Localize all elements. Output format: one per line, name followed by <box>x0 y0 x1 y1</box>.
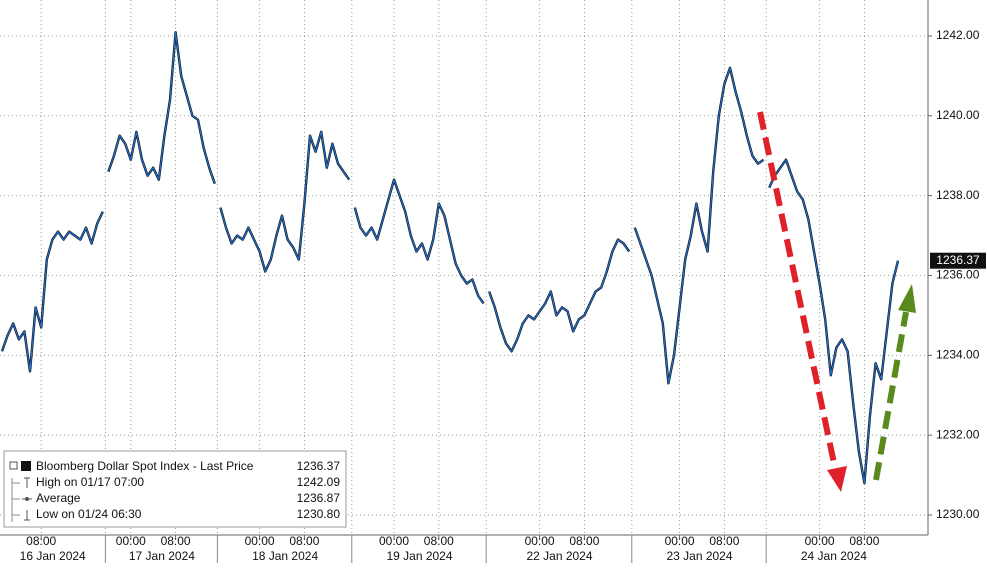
legend-value: 1236.37 <box>297 459 341 473</box>
down-arrow-head <box>827 466 847 492</box>
x-tick-label: 08:00 <box>424 534 454 548</box>
y-tick-label: 1232.00 <box>936 427 980 441</box>
date-label: 24 Jan 2024 <box>801 549 867 563</box>
grid <box>0 0 928 535</box>
x-tick-label: 00:00 <box>245 534 275 548</box>
legend-label: Low on 01/24 06:30 <box>36 507 142 521</box>
x-tick-label: 08:00 <box>709 534 739 548</box>
price-line <box>107 31 216 184</box>
up-arrow-shaft <box>873 311 909 481</box>
legend-swatch <box>21 461 31 471</box>
price-line <box>634 67 764 384</box>
x-tick-label: 00:00 <box>805 534 835 548</box>
lines <box>0 31 900 485</box>
price-line <box>488 239 630 352</box>
y-tick-label: 1240.00 <box>936 108 980 122</box>
y-tick-label: 1236.00 <box>936 268 980 282</box>
last-price-box <box>930 252 986 269</box>
up-arrow-head <box>898 284 916 313</box>
up-arrow <box>873 284 916 481</box>
y-tick-label: 1238.00 <box>936 188 980 202</box>
legend-toggle <box>9 461 18 470</box>
x-tick-label: 08:00 <box>161 534 191 548</box>
x-tick-label: 08:00 <box>289 534 319 548</box>
x-tick-label: 00:00 <box>379 534 409 548</box>
legend-label: High on 01/17 07:00 <box>36 475 144 489</box>
x-tick-label: 08:00 <box>569 534 599 548</box>
x-tick-label: 08:00 <box>26 534 56 548</box>
legend-low-icon <box>24 510 30 521</box>
legend-high-icon <box>24 477 30 488</box>
legend-label: Bloomberg Dollar Spot Index - Last Price <box>36 459 254 473</box>
date-label: 19 Jan 2024 <box>386 549 452 563</box>
last-price-label: 1236.37 <box>936 253 980 267</box>
x-tick-label: 00:00 <box>665 534 695 548</box>
y-tick-label: 1234.00 <box>936 348 980 362</box>
legend-average-dot <box>25 497 29 501</box>
x-tick-label: 00:00 <box>525 534 555 548</box>
x-tick-label: 08:00 <box>849 534 879 548</box>
down-arrow-shaft <box>757 111 838 469</box>
legend-value: 1230.80 <box>297 507 341 521</box>
legend: Bloomberg Dollar Spot Index - Last Price… <box>3 450 347 528</box>
date-label: 17 Jan 2024 <box>129 549 195 563</box>
y-tick-label: 1242.00 <box>936 28 980 42</box>
date-label: 22 Jan 2024 <box>526 549 592 563</box>
date-label: 16 Jan 2024 <box>20 549 86 563</box>
last-price-tag: 1236.37 <box>930 252 986 269</box>
x-tick-label: 00:00 <box>116 534 146 548</box>
y-tick-label: 1230.00 <box>936 507 980 521</box>
legend-label: Average <box>36 491 81 505</box>
down-arrow <box>757 111 847 492</box>
price-line <box>219 131 350 273</box>
axes: 1230.00 1232.00 1234.00 1236.00 1238.00 1240.… <box>20 28 980 563</box>
price-line <box>768 159 899 484</box>
price-line <box>1 211 104 372</box>
date-label: 18 Jan 2024 <box>252 549 318 563</box>
legend-value: 1242.09 <box>297 475 341 489</box>
date-label: 23 Jan 2024 <box>666 549 732 563</box>
legend-tree <box>11 478 20 522</box>
legend-value: 1236.87 <box>297 491 341 505</box>
legend-box <box>3 450 347 528</box>
price-line <box>354 179 485 304</box>
